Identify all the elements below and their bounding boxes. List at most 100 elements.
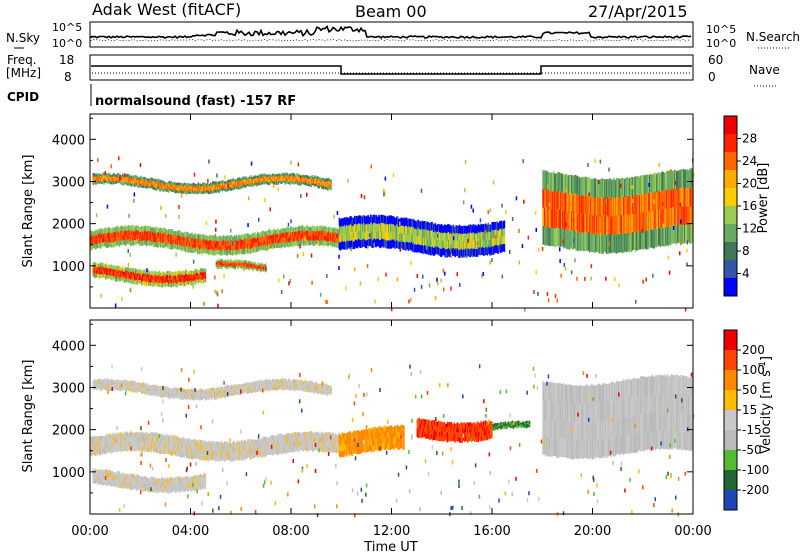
- heat-speck: [576, 276, 578, 281]
- heat-cell: [495, 237, 498, 245]
- heat-cell: [226, 259, 228, 262]
- heat-cell: [113, 269, 115, 273]
- heat-cell: [254, 232, 256, 238]
- heat-cell: [97, 181, 99, 185]
- heat-cell: [146, 230, 149, 236]
- heat-cell: [622, 234, 624, 253]
- heat-cell: [224, 188, 226, 192]
- heat-cell: [124, 277, 127, 282]
- heat-cell: [353, 225, 355, 234]
- heat-cell: [306, 181, 308, 184]
- heat-cell: [180, 183, 182, 186]
- heat-cell: [99, 267, 102, 271]
- heat-cell: [194, 191, 197, 194]
- heat-cell: [556, 173, 559, 192]
- heat-cell: [406, 227, 409, 235]
- heat-cell: [557, 190, 559, 209]
- heat-cell: [118, 180, 120, 183]
- heat-cell: [191, 189, 193, 192]
- heat-cell: [167, 271, 169, 275]
- heat-cell: [186, 277, 189, 281]
- heat-cell: [247, 248, 249, 254]
- heat-cell: [301, 175, 304, 178]
- heat-speck: [302, 252, 305, 256]
- heat-cell: [134, 240, 136, 245]
- heat-cell: [385, 232, 387, 241]
- y-tick-label: 2000: [52, 218, 85, 233]
- heat-cell: [251, 184, 253, 187]
- heat-cell: [631, 195, 633, 215]
- heat-cell: [423, 228, 426, 237]
- heat-cell: [232, 246, 235, 251]
- heat-cell: [284, 181, 286, 185]
- heat-cell: [659, 191, 662, 211]
- heat-cell: [408, 234, 411, 242]
- heat-cell: [226, 250, 228, 256]
- heat-cell: [111, 439, 114, 444]
- heat-cell: [111, 448, 114, 453]
- noise-search-label: N.Search: [746, 30, 800, 44]
- heat-cell: [199, 248, 202, 254]
- heat-cell: [103, 172, 105, 176]
- heat-cell: [185, 277, 188, 281]
- heat-cell: [256, 234, 258, 239]
- heat-cell: [136, 281, 138, 285]
- heat-cell: [218, 181, 220, 185]
- heat-cell: [405, 225, 407, 235]
- heat-cell: [626, 195, 629, 215]
- heat-cell: [604, 179, 606, 198]
- heat-speck: [535, 227, 537, 232]
- heat-cell: [645, 230, 647, 250]
- heat-cell: [326, 232, 328, 237]
- heat-cell: [226, 245, 228, 251]
- heat-cell: [327, 241, 329, 247]
- heat-cell: [191, 186, 193, 190]
- heat-cell: [307, 181, 310, 184]
- heat-cell: [175, 240, 177, 245]
- heat-cell: [327, 181, 330, 184]
- heat-cell: [119, 438, 122, 443]
- heat-cell: [171, 189, 173, 192]
- heat-cell: [90, 230, 93, 236]
- heat-cell: [242, 249, 245, 255]
- heat-cell: [119, 447, 122, 452]
- heat-cell: [182, 188, 184, 192]
- heat-cell: [572, 194, 575, 213]
- heat-cell: [149, 275, 152, 279]
- heat-cell: [667, 208, 669, 227]
- heat-cell: [632, 195, 634, 214]
- heat-cell: [189, 233, 192, 239]
- heat-cell: [185, 186, 188, 189]
- heat-cell: [224, 181, 226, 185]
- heat-cell: [201, 190, 203, 193]
- heat-cell: [115, 232, 117, 237]
- heat-cell: [563, 229, 566, 248]
- heat-cell: [158, 180, 161, 184]
- heat-cell: [221, 241, 223, 246]
- heat-cell: [664, 227, 666, 247]
- heat-cell: [214, 245, 217, 251]
- heat-cell: [94, 262, 96, 267]
- heat-cell: [181, 232, 184, 237]
- heat-cell: [123, 441, 125, 446]
- heat-cell: [282, 180, 285, 183]
- heat-cell: [579, 214, 582, 233]
- heat-cell: [258, 266, 261, 269]
- heat-cell: [202, 234, 204, 239]
- heat-cell: [619, 215, 621, 234]
- heat-cell: [167, 282, 169, 287]
- heat-cell: [352, 233, 354, 242]
- heat-cell: [562, 193, 565, 212]
- heat-cell: [421, 245, 423, 254]
- heat-cell: [249, 182, 251, 185]
- heat-cell: [295, 174, 297, 177]
- heat-cell: [232, 264, 235, 267]
- heat-cell: [136, 229, 139, 235]
- heat-cell: [246, 267, 248, 270]
- heat-cell: [587, 233, 589, 252]
- heat-cell: [268, 240, 271, 245]
- heat-cell: [217, 267, 219, 270]
- heat-cell: [477, 231, 480, 240]
- heat-cell: [107, 175, 110, 179]
- heat-cell: [225, 189, 227, 192]
